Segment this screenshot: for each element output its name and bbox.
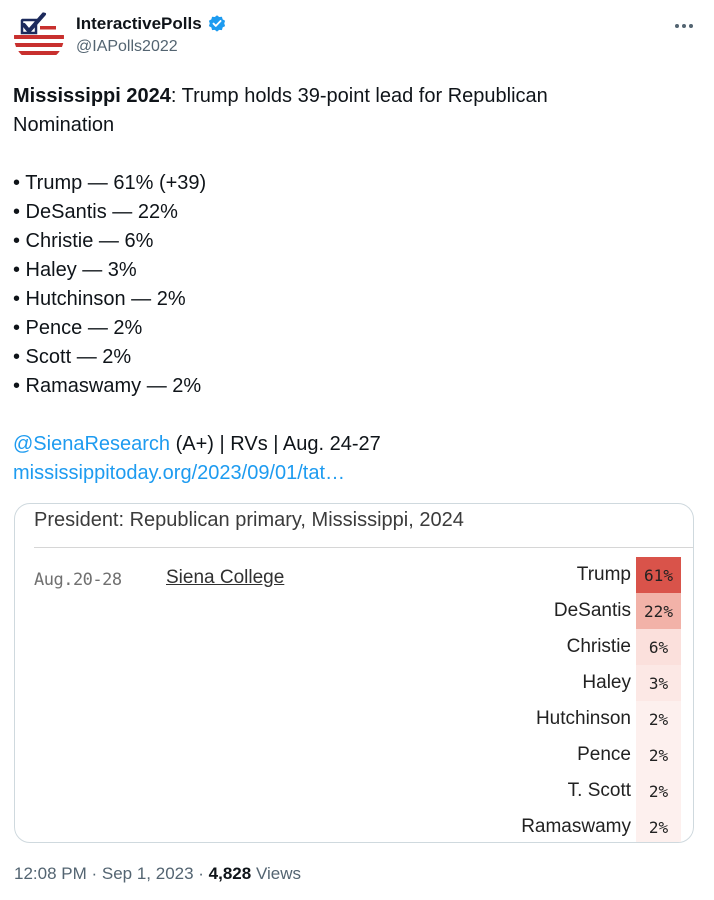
display-name[interactable]: InteractivePolls <box>76 14 202 33</box>
candidate-name: DeSantis <box>553 600 631 621</box>
result-row: DeSantis 22% <box>455 593 681 629</box>
avatar[interactable] <box>14 12 64 62</box>
dot <box>675 24 679 28</box>
blank-line <box>13 140 673 169</box>
divider <box>34 547 693 548</box>
result-row: Pence 2% <box>455 737 681 773</box>
candidate-percent: 2% <box>636 737 681 773</box>
result-row: Ramaswamy 2% <box>455 809 681 842</box>
dot <box>682 24 686 28</box>
tweet-headline: Mississippi 2024: Trump holds 39-point l… <box>13 82 673 111</box>
views-count: 4,828 <box>208 864 252 883</box>
verified-badge-icon <box>208 15 225 32</box>
result-row: T. Scott 2% <box>455 773 681 809</box>
source-line: @SienaResearch (A+) | RVs | Aug. 24-27 <box>13 430 673 459</box>
candidate-name: Trump <box>576 564 631 585</box>
author-name-row: InteractivePolls <box>76 14 227 34</box>
dot <box>689 24 693 28</box>
handle[interactable]: @IAPolls2022 <box>76 38 178 55</box>
bullet-item: • DeSantis — 22% <box>13 201 178 223</box>
bullet-item: • Ramaswamy — 2% <box>13 375 202 397</box>
bullet-item: • Pence — 2% <box>13 317 143 339</box>
bullet-item: • Haley — 3% <box>13 259 137 281</box>
headline-bold: Mississippi 2024 <box>13 85 171 107</box>
candidate-name: T. Scott <box>567 780 631 801</box>
source-details: (A+) | RVs | Aug. 24-27 <box>170 433 381 455</box>
more-options-icon[interactable] <box>672 16 696 36</box>
candidate-name: Pence <box>577 744 631 765</box>
headline-rest: : Trump holds 39-point lead for Republic… <box>170 85 548 107</box>
pollster-link[interactable]: Siena College <box>166 567 285 588</box>
bullet-item: • Trump — 61% (+39) <box>13 172 207 194</box>
tweet-meta: 12:08 PM · Sep 1, 2023 · 4,828 Views <box>14 864 301 884</box>
candidate-name: Haley <box>582 672 631 693</box>
bullet-item: • Scott — 2% <box>13 346 132 368</box>
poll-date: Aug.20-28 <box>34 570 122 590</box>
checkmark-flag-icon <box>14 12 64 62</box>
tweet-text: Mississippi 2024: Trump holds 39-point l… <box>13 82 673 488</box>
mention-link[interactable]: @SienaResearch <box>13 433 171 455</box>
candidate-percent: 3% <box>636 665 681 701</box>
candidate-percent: 2% <box>636 701 681 737</box>
bullet-item: • Hutchinson — 2% <box>13 288 186 310</box>
candidate-percent: 6% <box>636 629 681 665</box>
candidate-percent: 61% <box>636 557 681 593</box>
bullet-item: • Christie — 6% <box>13 230 154 252</box>
card-title: President: Republican primary, Mississip… <box>34 509 464 531</box>
candidate-name: Christie <box>566 636 631 657</box>
result-row: Hutchinson 2% <box>455 701 681 737</box>
candidate-name: Ramaswamy <box>521 816 631 837</box>
poll-card[interactable]: President: Republican primary, Mississip… <box>14 503 694 843</box>
result-row: Trump 61% <box>455 557 681 593</box>
candidate-percent: 2% <box>636 809 681 842</box>
result-row: Haley 3% <box>455 665 681 701</box>
headline-continuation: Nomination <box>13 114 115 136</box>
blank-line <box>13 401 673 430</box>
views-label: Views <box>251 864 301 883</box>
candidate-percent: 22% <box>636 593 681 629</box>
results-table: Trump 61% DeSantis 22% Christie 6% Haley 3% Hutc… <box>455 557 681 842</box>
result-row: Christie 6% <box>455 629 681 665</box>
candidate-percent: 2% <box>636 773 681 809</box>
article-link[interactable]: mississippitoday.org/2023/09/01/tat… <box>13 462 346 484</box>
candidate-name: Hutchinson <box>535 708 631 729</box>
timestamp[interactable]: 12:08 PM · Sep 1, 2023 · <box>14 864 209 883</box>
